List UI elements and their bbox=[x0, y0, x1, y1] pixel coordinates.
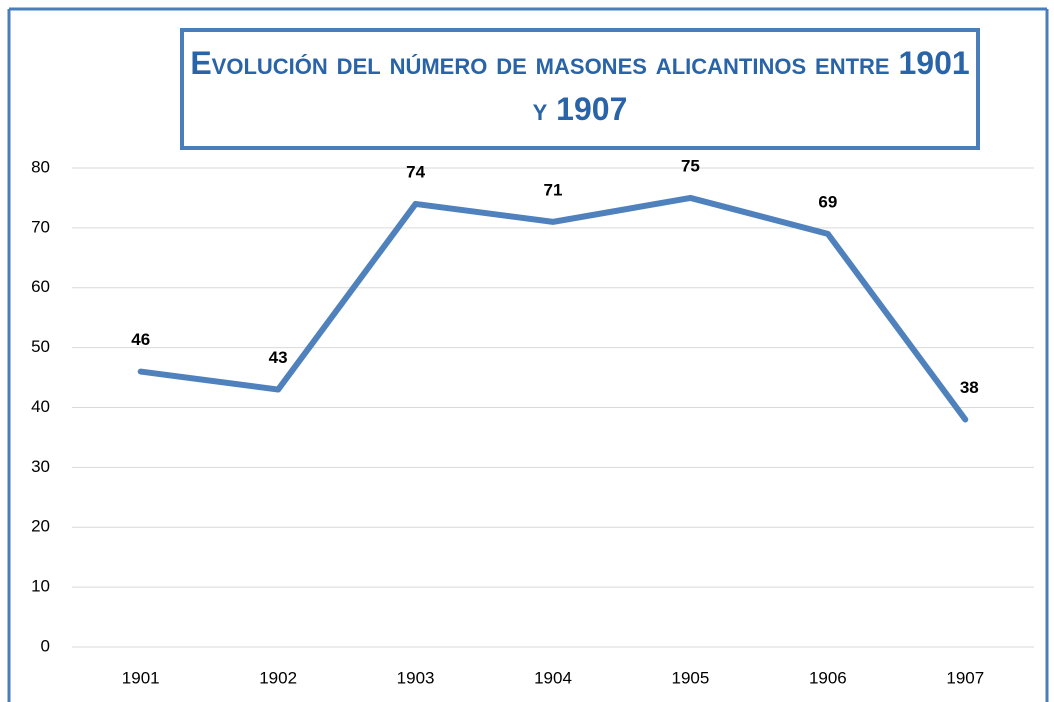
x-tick-label: 1906 bbox=[809, 668, 847, 687]
data-label: 74 bbox=[406, 162, 425, 181]
data-label: 38 bbox=[960, 378, 979, 397]
data-label: 75 bbox=[681, 156, 700, 175]
y-tick-label: 20 bbox=[31, 517, 50, 536]
x-tick-label: 1902 bbox=[259, 668, 297, 687]
x-tick-label: 1903 bbox=[397, 668, 435, 687]
x-tick-label: 1905 bbox=[672, 668, 710, 687]
data-label: 71 bbox=[544, 180, 563, 199]
data-label: 43 bbox=[269, 348, 288, 367]
y-tick-label: 40 bbox=[31, 397, 50, 416]
data-label: 46 bbox=[131, 330, 150, 349]
chart-title: Evolución del número de masones alicanti… bbox=[180, 28, 980, 150]
x-tick-label: 1907 bbox=[946, 668, 984, 687]
y-tick-label: 0 bbox=[41, 636, 50, 655]
y-tick-label: 70 bbox=[31, 217, 50, 236]
line bbox=[137, 194, 969, 423]
x-tick-label: 1904 bbox=[534, 668, 572, 687]
x-tick-label: 1901 bbox=[122, 668, 160, 687]
y-tick-label: 60 bbox=[31, 277, 50, 296]
data-label: 69 bbox=[818, 192, 837, 211]
y-tick-label: 10 bbox=[31, 577, 50, 596]
y-tick-label: 30 bbox=[31, 457, 50, 476]
y-tick-label: 80 bbox=[31, 157, 50, 176]
y-tick-label: 50 bbox=[31, 337, 50, 356]
